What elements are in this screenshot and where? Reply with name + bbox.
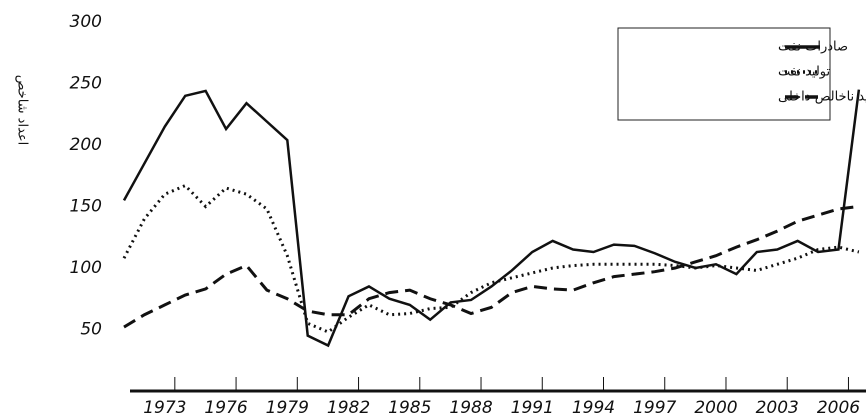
x-tick-label: 1973 [143,398,186,416]
y-tick-label: 50 [80,320,102,340]
y-tick-label: 250 [70,74,102,94]
x-tick-label: 2000 [694,398,737,416]
legend-label: تولید ناخالص داخلی [778,90,866,105]
y-tick-label: 100 [70,258,102,278]
chart: اعداد شاخص 50 100 150 200 250 300 1973 1976 1979… [0,0,866,416]
series-line [124,186,859,332]
y-tick-label: 200 [70,135,102,155]
x-tick-label: 1994 [572,398,615,416]
legend-label: تولید نفت [778,65,831,80]
y-tick-label: 150 [70,197,102,217]
x-tick-label: 2003 [756,398,799,416]
legend-label: صادرات نفت [778,40,848,55]
x-tick-label: 1976 [204,398,247,416]
x-tick-label: 1979 [266,398,309,416]
x-tick-label: 1982 [327,398,370,416]
y-axis-label: اعداد شاخص [15,75,30,146]
x-tick-label: 1988 [449,398,492,416]
x-tick-label: 1985 [388,398,431,416]
y-tick-label: 300 [70,12,102,32]
x-tick-label: 1997 [633,398,676,416]
series-line [124,207,859,328]
x-tick-label: 2006 [817,398,860,416]
x-tick-label: 1991 [511,398,554,416]
